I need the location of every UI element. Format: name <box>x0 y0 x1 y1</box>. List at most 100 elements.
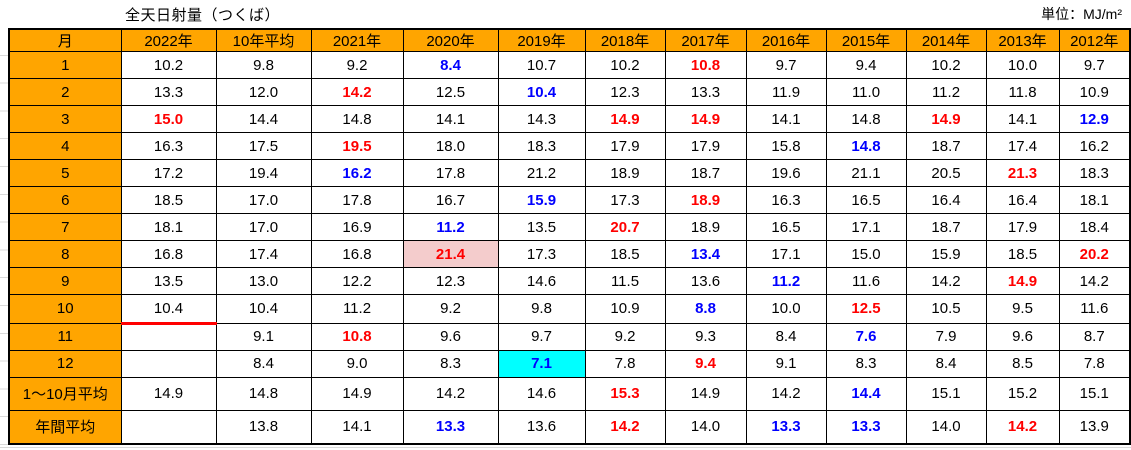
value-cell[interactable]: 10.2 <box>120 50 217 80</box>
value-cell[interactable]: 8.3 <box>825 349 907 378</box>
value-cell[interactable]: 9.6 <box>985 322 1060 351</box>
value-cell[interactable]: 14.0 <box>905 409 987 445</box>
value-cell[interactable]: 14.9 <box>664 376 747 411</box>
year-column-header[interactable]: 2017年 <box>664 28 747 52</box>
value-cell[interactable]: 14.8 <box>825 105 907 134</box>
value-cell[interactable]: 13.6 <box>497 409 586 445</box>
value-cell[interactable]: 12.3 <box>584 78 666 107</box>
value-cell[interactable]: 15.0 <box>825 240 907 269</box>
value-cell[interactable]: 11.0 <box>825 78 907 107</box>
value-cell[interactable]: 15.2 <box>985 376 1060 411</box>
value-cell[interactable]: 11.2 <box>402 213 499 242</box>
value-cell[interactable]: 14.4 <box>825 376 907 411</box>
value-cell[interactable]: 16.9 <box>310 213 404 242</box>
value-cell[interactable]: 8.4 <box>215 349 312 378</box>
value-cell[interactable]: 7.6 <box>825 322 907 351</box>
value-cell[interactable]: 15.3 <box>584 376 666 411</box>
value-cell[interactable]: 9.8 <box>215 50 312 80</box>
value-cell[interactable]: 13.3 <box>745 409 827 445</box>
value-cell[interactable]: 10.2 <box>905 50 987 80</box>
row-label[interactable]: 2 <box>8 78 122 107</box>
year-column-header[interactable]: 2019年 <box>497 28 586 52</box>
value-cell[interactable]: 8.4 <box>745 322 827 351</box>
value-cell[interactable]: 21.2 <box>497 159 586 188</box>
value-cell[interactable]: 7.8 <box>1058 349 1131 378</box>
value-cell[interactable]: 8.5 <box>985 349 1060 378</box>
value-cell[interactable]: 16.5 <box>745 213 827 242</box>
month-column-header[interactable]: 月 <box>8 28 122 52</box>
value-cell[interactable]: 9.0 <box>310 349 404 378</box>
value-cell[interactable]: 14.3 <box>497 105 586 134</box>
year-column-header[interactable]: 2018年 <box>584 28 666 52</box>
value-cell[interactable]: 15.1 <box>905 376 987 411</box>
value-cell[interactable]: 18.7 <box>664 159 747 188</box>
value-cell[interactable]: 18.1 <box>120 213 217 242</box>
value-cell[interactable]: 13.0 <box>215 267 312 296</box>
value-cell[interactable]: 15.1 <box>1058 376 1131 411</box>
value-cell[interactable]: 10.7 <box>497 50 586 80</box>
row-label[interactable]: 6 <box>8 186 122 215</box>
value-cell[interactable]: 17.8 <box>402 159 499 188</box>
value-cell[interactable]: 14.9 <box>905 105 987 134</box>
value-cell[interactable]: 10.4 <box>497 78 586 107</box>
value-cell[interactable] <box>120 322 217 351</box>
value-cell[interactable]: 18.5 <box>120 186 217 215</box>
value-cell[interactable]: 14.8 <box>310 105 404 134</box>
value-cell[interactable]: 16.5 <box>825 186 907 215</box>
value-cell[interactable]: 17.3 <box>497 240 586 269</box>
value-cell[interactable]: 15.0 <box>120 105 217 134</box>
value-cell[interactable]: 21.1 <box>825 159 907 188</box>
value-cell[interactable]: 13.5 <box>120 267 217 296</box>
value-cell[interactable]: 13.3 <box>120 78 217 107</box>
value-cell[interactable]: 14.2 <box>985 409 1060 445</box>
year-column-header[interactable]: 2021年 <box>310 28 404 52</box>
row-label[interactable]: 4 <box>8 132 122 161</box>
year-column-header[interactable]: 2015年 <box>825 28 907 52</box>
row-label[interactable]: 5 <box>8 159 122 188</box>
value-cell[interactable]: 11.2 <box>310 294 404 324</box>
value-cell[interactable]: 13.8 <box>215 409 312 445</box>
value-cell[interactable]: 9.4 <box>664 349 747 378</box>
value-cell[interactable]: 18.7 <box>905 132 987 161</box>
value-cell[interactable]: 9.1 <box>745 349 827 378</box>
value-cell[interactable]: 12.3 <box>402 267 499 296</box>
value-cell[interactable]: 8.3 <box>402 349 499 378</box>
value-cell[interactable]: 14.2 <box>745 376 827 411</box>
value-cell[interactable]: 21.3 <box>985 159 1060 188</box>
value-cell[interactable]: 15.9 <box>905 240 987 269</box>
value-cell[interactable]: 8.4 <box>905 349 987 378</box>
value-cell[interactable]: 14.2 <box>1058 267 1131 296</box>
value-cell[interactable]: 18.9 <box>664 186 747 215</box>
value-cell[interactable]: 18.5 <box>584 240 666 269</box>
value-cell[interactable]: 14.0 <box>664 409 747 445</box>
value-cell[interactable]: 9.5 <box>985 294 1060 324</box>
value-cell[interactable]: 9.3 <box>664 322 747 351</box>
value-cell[interactable]: 9.1 <box>215 322 312 351</box>
year-column-header[interactable]: 2014年 <box>905 28 987 52</box>
value-cell[interactable]: 13.4 <box>664 240 747 269</box>
row-label[interactable]: 7 <box>8 213 122 242</box>
value-cell[interactable]: 7.9 <box>905 322 987 351</box>
value-cell[interactable]: 9.2 <box>402 294 499 324</box>
value-cell[interactable]: 12.5 <box>825 294 907 324</box>
value-cell[interactable]: 9.8 <box>497 294 586 324</box>
value-cell[interactable]: 7.1 <box>497 349 586 378</box>
value-cell[interactable]: 13.6 <box>664 267 747 296</box>
value-cell[interactable]: 21.4 <box>402 240 499 269</box>
value-cell[interactable]: 16.2 <box>310 159 404 188</box>
value-cell[interactable]: 17.5 <box>215 132 312 161</box>
value-cell[interactable]: 17.1 <box>825 213 907 242</box>
value-cell[interactable]: 15.8 <box>745 132 827 161</box>
value-cell[interactable]: 18.9 <box>664 213 747 242</box>
value-cell[interactable]: 18.5 <box>985 240 1060 269</box>
value-cell[interactable]: 14.1 <box>402 105 499 134</box>
value-cell[interactable]: 20.5 <box>905 159 987 188</box>
value-cell[interactable]: 18.7 <box>905 213 987 242</box>
value-cell[interactable]: 10.4 <box>215 294 312 324</box>
value-cell[interactable]: 18.4 <box>1058 213 1131 242</box>
value-cell[interactable]: 16.8 <box>120 240 217 269</box>
value-cell[interactable]: 12.0 <box>215 78 312 107</box>
value-cell[interactable]: 12.5 <box>402 78 499 107</box>
value-cell[interactable]: 19.5 <box>310 132 404 161</box>
value-cell[interactable]: 13.3 <box>402 409 499 445</box>
